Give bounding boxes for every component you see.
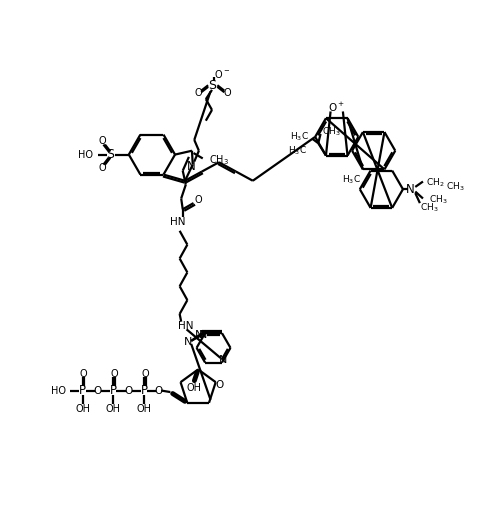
Text: P: P	[110, 384, 117, 397]
Text: O$^-$: O$^-$	[214, 68, 229, 81]
Text: N: N	[199, 330, 208, 340]
Text: N: N	[184, 337, 192, 347]
Text: N: N	[219, 355, 228, 365]
Text: H$_3$C: H$_3$C	[342, 174, 361, 186]
Text: HN: HN	[171, 217, 186, 227]
Text: OH: OH	[106, 404, 121, 414]
Text: N: N	[406, 183, 415, 196]
Text: HO: HO	[79, 150, 93, 160]
Text: O: O	[80, 369, 87, 379]
Text: O: O	[98, 136, 106, 145]
Text: CH$_2$: CH$_2$	[426, 177, 445, 190]
Text: HN: HN	[178, 321, 194, 331]
Text: H$_3$C: H$_3$C	[290, 131, 309, 143]
Text: N: N	[195, 330, 203, 340]
Text: O: O	[110, 369, 118, 379]
Text: O$^+$: O$^+$	[328, 101, 345, 114]
Text: S: S	[106, 148, 114, 161]
Text: N: N	[187, 160, 195, 173]
Text: CH$_3$: CH$_3$	[322, 125, 341, 138]
Text: S: S	[208, 79, 216, 92]
Text: O: O	[154, 386, 162, 396]
Text: OH: OH	[186, 383, 201, 393]
Text: P: P	[79, 384, 86, 397]
Text: CH$_3$: CH$_3$	[446, 181, 465, 193]
Text: HO: HO	[51, 386, 66, 396]
Text: O: O	[98, 164, 106, 174]
Text: O: O	[216, 380, 224, 390]
Text: O: O	[141, 369, 149, 379]
Text: P: P	[141, 384, 148, 397]
Text: CH$_3$: CH$_3$	[420, 201, 438, 214]
Text: OH: OH	[137, 404, 152, 414]
Text: O: O	[194, 88, 202, 98]
Text: CH$_3$: CH$_3$	[209, 153, 229, 167]
Text: O: O	[224, 88, 231, 98]
Text: O: O	[94, 386, 102, 396]
Text: CH$_3$: CH$_3$	[429, 194, 448, 206]
Text: H$_3$C: H$_3$C	[288, 144, 307, 157]
Text: O: O	[194, 195, 202, 205]
Text: OH: OH	[75, 404, 90, 414]
Text: O: O	[125, 386, 133, 396]
